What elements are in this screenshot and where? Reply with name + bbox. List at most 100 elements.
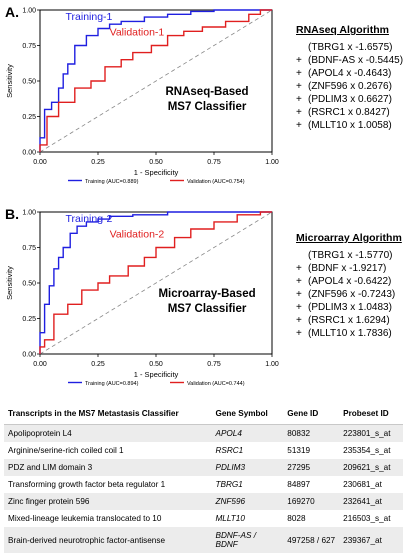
cell-gene-id: 80832 (283, 425, 339, 443)
y-axis-label: Sensitivity (5, 64, 14, 98)
legend-label: Training (AUC=0.894) (85, 381, 139, 387)
algorithm-term: +(MLLT10 x 1.0058) (296, 119, 403, 132)
y-tick-label: 0.00 (22, 150, 36, 157)
panel-b-algorithm: Microarray Algorithm (TBRG1 x -1.5770)+(… (296, 232, 402, 340)
table-row: Mixed-lineage leukemia translocated to 1… (4, 510, 403, 527)
cell-probeset-id: 230681_at (339, 476, 403, 493)
header-gene-symbol: Gene Symbol (211, 404, 283, 425)
algorithm-term: (TBRG1 x -1.6575) (296, 41, 403, 54)
x-axis-label: 1 - Specificity (134, 168, 179, 177)
series-label: Validation-1 (110, 27, 165, 39)
chart-annotation: RNAseq-Based (166, 86, 249, 98)
cell-gene-symbol: PDLIM3 (211, 459, 283, 476)
cell-transcript: Transforming growth factor beta regulato… (4, 476, 211, 493)
cell-transcript: Arginine/serine-rich coiled coil 1 (4, 442, 211, 459)
term-operator: + (296, 93, 308, 106)
gene-table: Transcripts in the MS7 Metastasis Classi… (4, 404, 403, 553)
algorithm-term: +(ZNF596 x 0.2676) (296, 80, 403, 93)
table-row: Brain-derived neurotrophic factor-antise… (4, 527, 403, 553)
cell-probeset-id: 209621_s_at (339, 459, 403, 476)
cell-transcript: Apolipoprotein L4 (4, 425, 211, 443)
y-axis-label: Sensitivity (5, 266, 14, 300)
term-operator: + (296, 67, 308, 80)
algorithm-term: +(PDLIM3 x 0.6627) (296, 93, 403, 106)
term-text: (APOL4 x -0.6422) (308, 276, 391, 287)
term-text: (MLLT10 x 1.7836) (308, 328, 392, 339)
cell-transcript: PDZ and LIM domain 3 (4, 459, 211, 476)
cell-gene-symbol: RSRC1 (211, 442, 283, 459)
term-operator: + (296, 119, 308, 132)
x-tick-label: 0.25 (91, 361, 105, 368)
header-gene-id: Gene ID (283, 404, 339, 425)
panel-a-algorithm: RNAseq Algorithm (TBRG1 x -1.6575)+(BDNF… (296, 24, 403, 132)
y-tick-label: 0.75 (22, 245, 36, 252)
x-tick-label: 0.00 (33, 361, 47, 368)
cell-gene-symbol: ZNF596 (211, 493, 283, 510)
cell-probeset-id: 239367_at (339, 527, 403, 553)
cell-gene-id: 8028 (283, 510, 339, 527)
term-text: (TBRG1 x -1.5770) (308, 250, 392, 261)
algorithm-term: +(RSRC1 x 0.8427) (296, 106, 403, 119)
cell-probeset-id: 235354_s_at (339, 442, 403, 459)
header-probeset-id: Probeset ID (339, 404, 403, 425)
y-tick-label: 0.25 (22, 316, 36, 323)
term-text: (BDNF-AS x -0.5445) (308, 55, 403, 66)
y-tick-label: 1.00 (22, 8, 36, 15)
x-tick-label: 1.00 (265, 159, 279, 166)
term-text: (RSRC1 x 1.6294) (308, 315, 390, 326)
term-text: (ZNF596 x 0.2676) (308, 81, 392, 92)
algorithm-term: +(ZNF596 x -0.7243) (296, 288, 402, 301)
y-tick-label: 1.00 (22, 210, 36, 217)
x-tick-label: 0.00 (33, 159, 47, 166)
term-operator: + (296, 262, 308, 275)
chart-annotation: Microarray-Based (158, 288, 255, 300)
y-tick-label: 0.50 (22, 281, 36, 288)
term-operator: + (296, 314, 308, 327)
term-text: (MLLT10 x 1.0058) (308, 120, 392, 131)
panel-b-roc-chart: 0.000.000.250.250.500.500.750.751.001.00… (2, 202, 294, 400)
series-label: Validation-2 (110, 229, 165, 241)
cell-transcript: Zinc finger protein 596 (4, 493, 211, 510)
cell-gene-symbol: TBRG1 (211, 476, 283, 493)
x-tick-label: 0.75 (207, 159, 221, 166)
header-transcript: Transcripts in the MS7 Metastasis Classi… (4, 404, 211, 425)
cell-gene-id: 497258 / 627 (283, 527, 339, 553)
cell-probeset-id: 223801_s_at (339, 425, 403, 443)
cell-gene-id: 169270 (283, 493, 339, 510)
term-text: (PDLIM3 x 0.6627) (308, 94, 392, 105)
cell-gene-id: 84897 (283, 476, 339, 493)
x-tick-label: 0.50 (149, 159, 163, 166)
term-text: (PDLIM3 x 1.0483) (308, 302, 392, 313)
term-text: (ZNF596 x -0.7243) (308, 289, 395, 300)
panel-a-roc-chart: 0.000.000.250.250.500.500.750.751.001.00… (2, 0, 294, 198)
algorithm-title: Microarray Algorithm (296, 232, 402, 245)
term-operator: + (296, 80, 308, 93)
term-text: (BDNF x -1.9217) (308, 263, 386, 274)
term-text: (APOL4 x -0.4643) (308, 68, 391, 79)
algorithm-term: +(APOL4 x -0.6422) (296, 275, 402, 288)
legend-label: Validation (AUC=0.744) (187, 381, 245, 387)
term-operator: + (296, 327, 308, 340)
x-tick-label: 0.50 (149, 361, 163, 368)
algorithm-term: +(BDNF-AS x -0.5445) (296, 54, 403, 67)
x-tick-label: 1.00 (265, 361, 279, 368)
y-tick-label: 0.75 (22, 43, 36, 50)
cell-gene-symbol: BDNF-AS / BDNF (211, 527, 283, 553)
term-operator: + (296, 301, 308, 314)
algorithm-term: +(RSRC1 x 1.6294) (296, 314, 402, 327)
series-label: Training-1 (66, 11, 113, 23)
term-text: (RSRC1 x 0.8427) (308, 107, 390, 118)
cell-probeset-id: 232641_at (339, 493, 403, 510)
x-axis-label: 1 - Specificity (134, 370, 179, 379)
algorithm-term: (TBRG1 x -1.5770) (296, 249, 402, 262)
x-tick-label: 0.75 (207, 361, 221, 368)
cell-gene-symbol: MLLT10 (211, 510, 283, 527)
term-operator: + (296, 106, 308, 119)
legend-label: Training (AUC=0.889) (85, 179, 139, 185)
y-tick-label: 0.50 (22, 79, 36, 86)
